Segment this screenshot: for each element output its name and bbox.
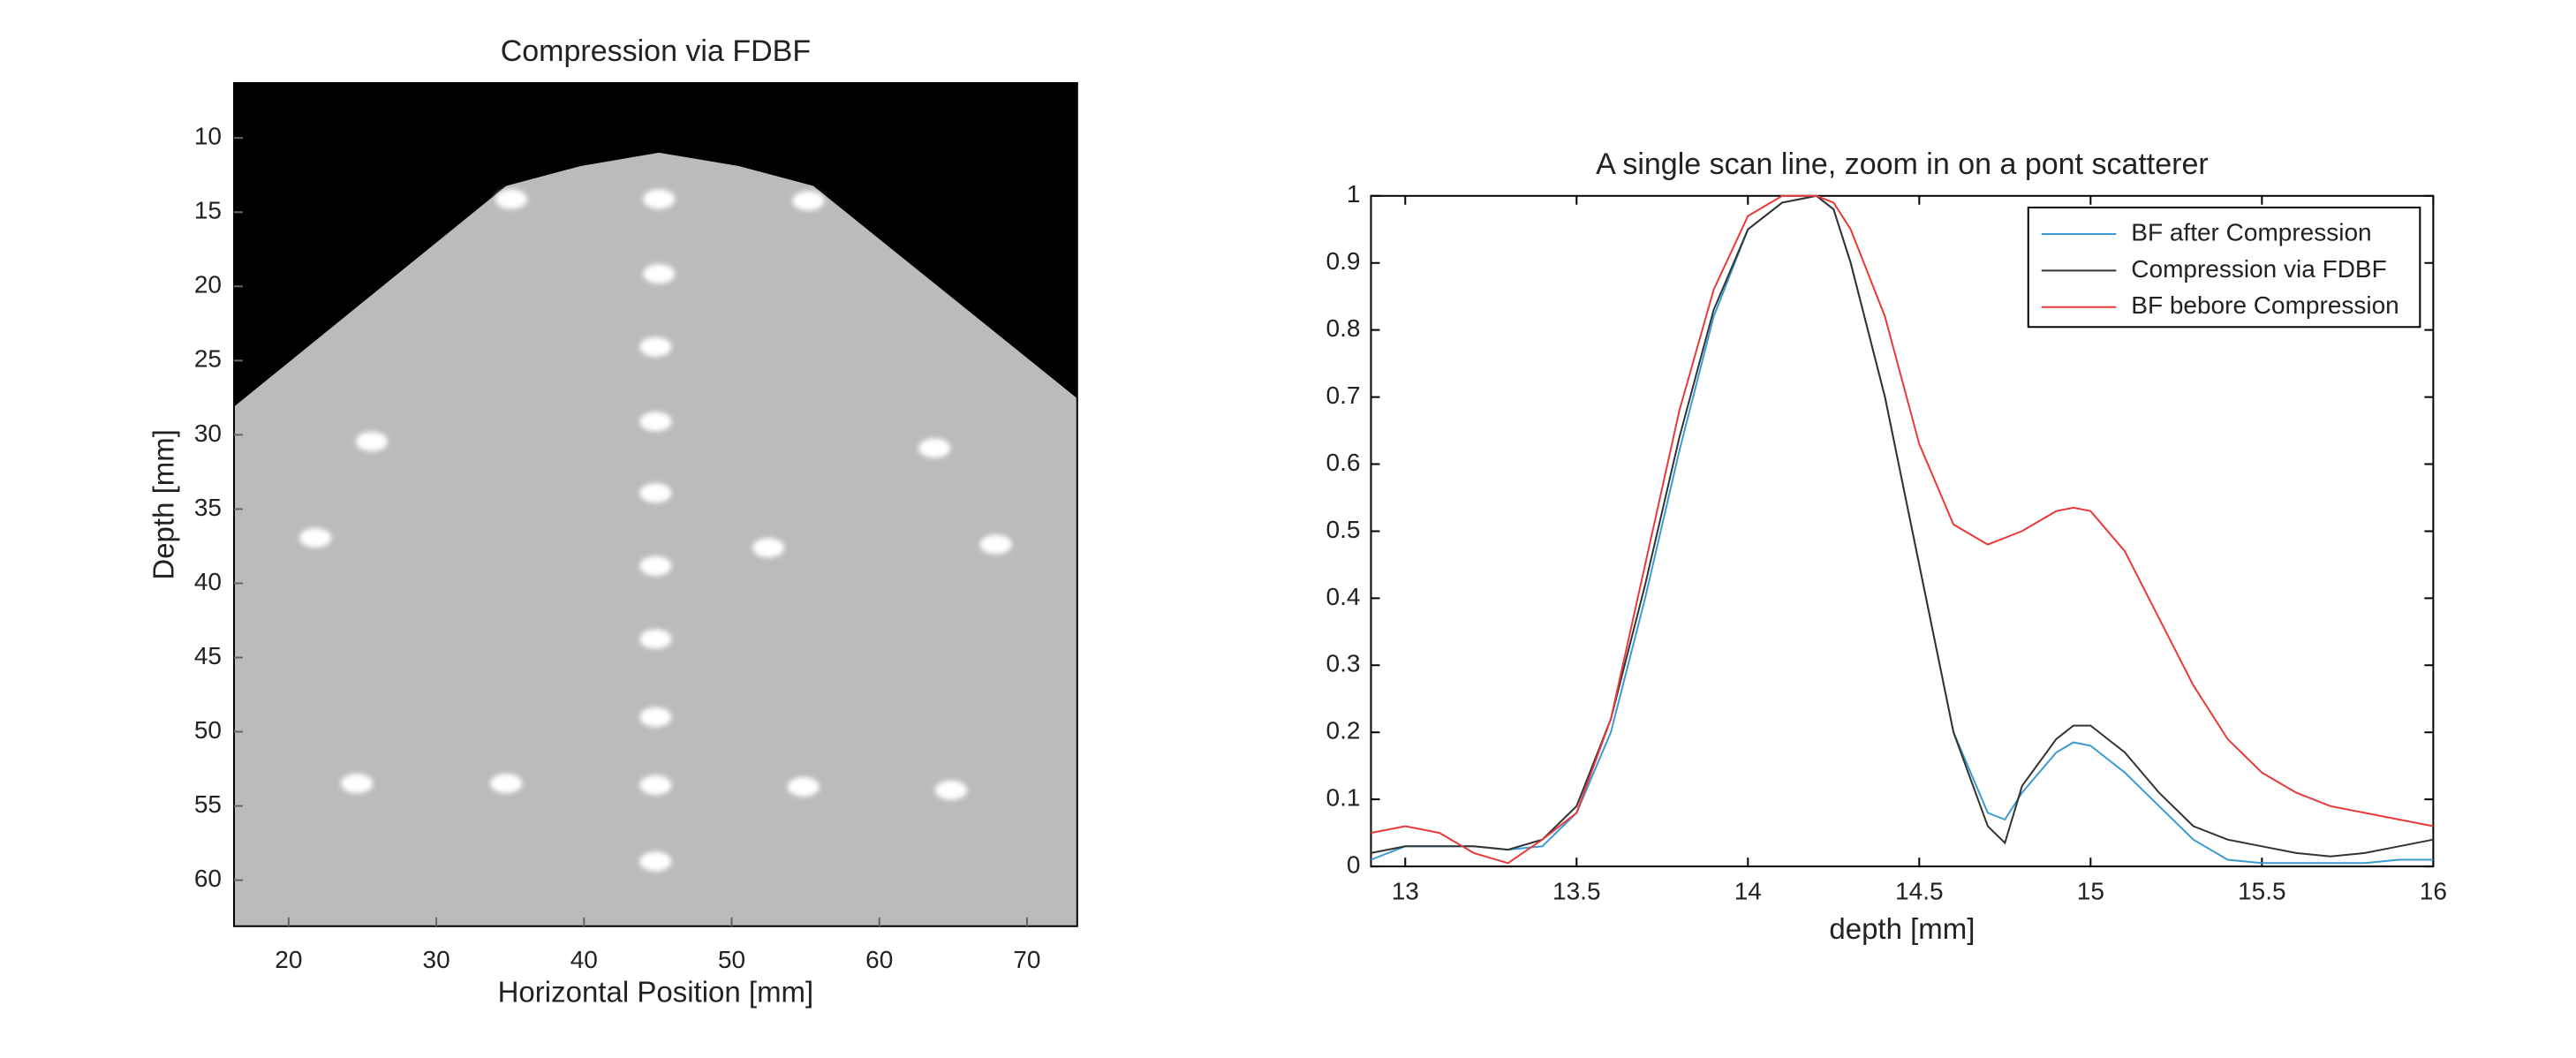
x-axis-label: depth [mm]: [1829, 912, 1975, 945]
x-tick-label: 15.5: [2238, 877, 2286, 904]
x-tick-label: 50: [718, 946, 745, 973]
y-tick-label: 0.8: [1326, 314, 1361, 342]
x-tick-label: 60: [865, 946, 893, 973]
x-axis-label: Horizontal Position [mm]: [498, 976, 814, 1009]
series-line: [1371, 194, 2434, 858]
legend-label: Compression via FDBF: [2131, 255, 2386, 283]
series-line: [1371, 194, 2434, 865]
scatterer: [643, 264, 676, 284]
x-tick-label: 20: [275, 946, 302, 973]
y-tick-label: 25: [194, 345, 222, 373]
y-tick-label: 0: [1347, 850, 1361, 878]
y-tick-label: 30: [194, 419, 222, 447]
y-tick-label: 55: [194, 790, 222, 818]
y-tick-label: 0.5: [1326, 516, 1361, 543]
x-tick-label: 40: [570, 946, 598, 973]
x-tick-label: 70: [1013, 946, 1040, 973]
y-tick-label: 20: [194, 271, 222, 299]
y-tick-label: 1: [1347, 180, 1361, 208]
scatterer: [918, 438, 951, 458]
y-tick-label: 0.3: [1326, 650, 1361, 677]
y-tick-label: 50: [194, 716, 222, 744]
y-tick-label: 60: [194, 865, 222, 892]
scatterer: [495, 189, 527, 209]
scatterer: [792, 191, 825, 211]
plot-frame: [233, 81, 1078, 927]
x-tick-label: 16: [2420, 877, 2447, 904]
scatterer: [356, 431, 389, 451]
scatterer: [490, 774, 523, 794]
scatterer: [639, 483, 672, 503]
scatterer: [979, 534, 1012, 555]
x-tick-label: 14.5: [1895, 877, 1944, 904]
y-tick-label: 0.6: [1326, 449, 1361, 476]
scatterer: [639, 851, 672, 872]
scatterer: [639, 707, 672, 727]
scatterer: [299, 527, 332, 548]
y-tick-label: 45: [194, 642, 222, 669]
y-tick-label: 15: [194, 197, 222, 224]
image-speckle: [234, 152, 1077, 926]
chart-title: Compression via FDBF: [501, 34, 811, 68]
chart-title: A single scan line, zoom in on a pont sc…: [1596, 147, 2209, 181]
scatterer: [752, 538, 785, 558]
legend-label: BF after Compression: [2131, 218, 2371, 246]
scatterer: [341, 774, 374, 794]
scatterer: [643, 189, 676, 209]
scatterer: [934, 780, 967, 800]
scatterer: [639, 629, 672, 649]
y-tick-label: 35: [194, 494, 222, 521]
y-tick-label: 40: [194, 568, 222, 595]
scatterer: [639, 775, 672, 796]
legend-label: BF bebore Compression: [2131, 291, 2398, 319]
y-tick-label: 0.1: [1326, 784, 1361, 812]
scatterer: [639, 555, 672, 576]
x-tick-label: 13: [1392, 877, 1419, 904]
y-tick-label: 0.4: [1326, 583, 1361, 610]
scatterers: [299, 189, 1012, 872]
y-tick-label: 0.2: [1326, 717, 1361, 744]
scatterer: [787, 776, 820, 797]
y-tick-label: 10: [194, 123, 222, 150]
x-tick-label: 13.5: [1552, 877, 1601, 904]
x-tick-label: 14: [1734, 877, 1762, 904]
scatterer: [639, 412, 672, 432]
y-tick-label: 0.7: [1326, 382, 1361, 409]
scatterer: [639, 336, 672, 357]
x-tick-label: 15: [2077, 877, 2104, 904]
x-tick-label: 30: [423, 946, 450, 973]
y-tick-label: 0.9: [1326, 247, 1361, 275]
y-axis-label: Depth [mm]: [147, 429, 180, 580]
